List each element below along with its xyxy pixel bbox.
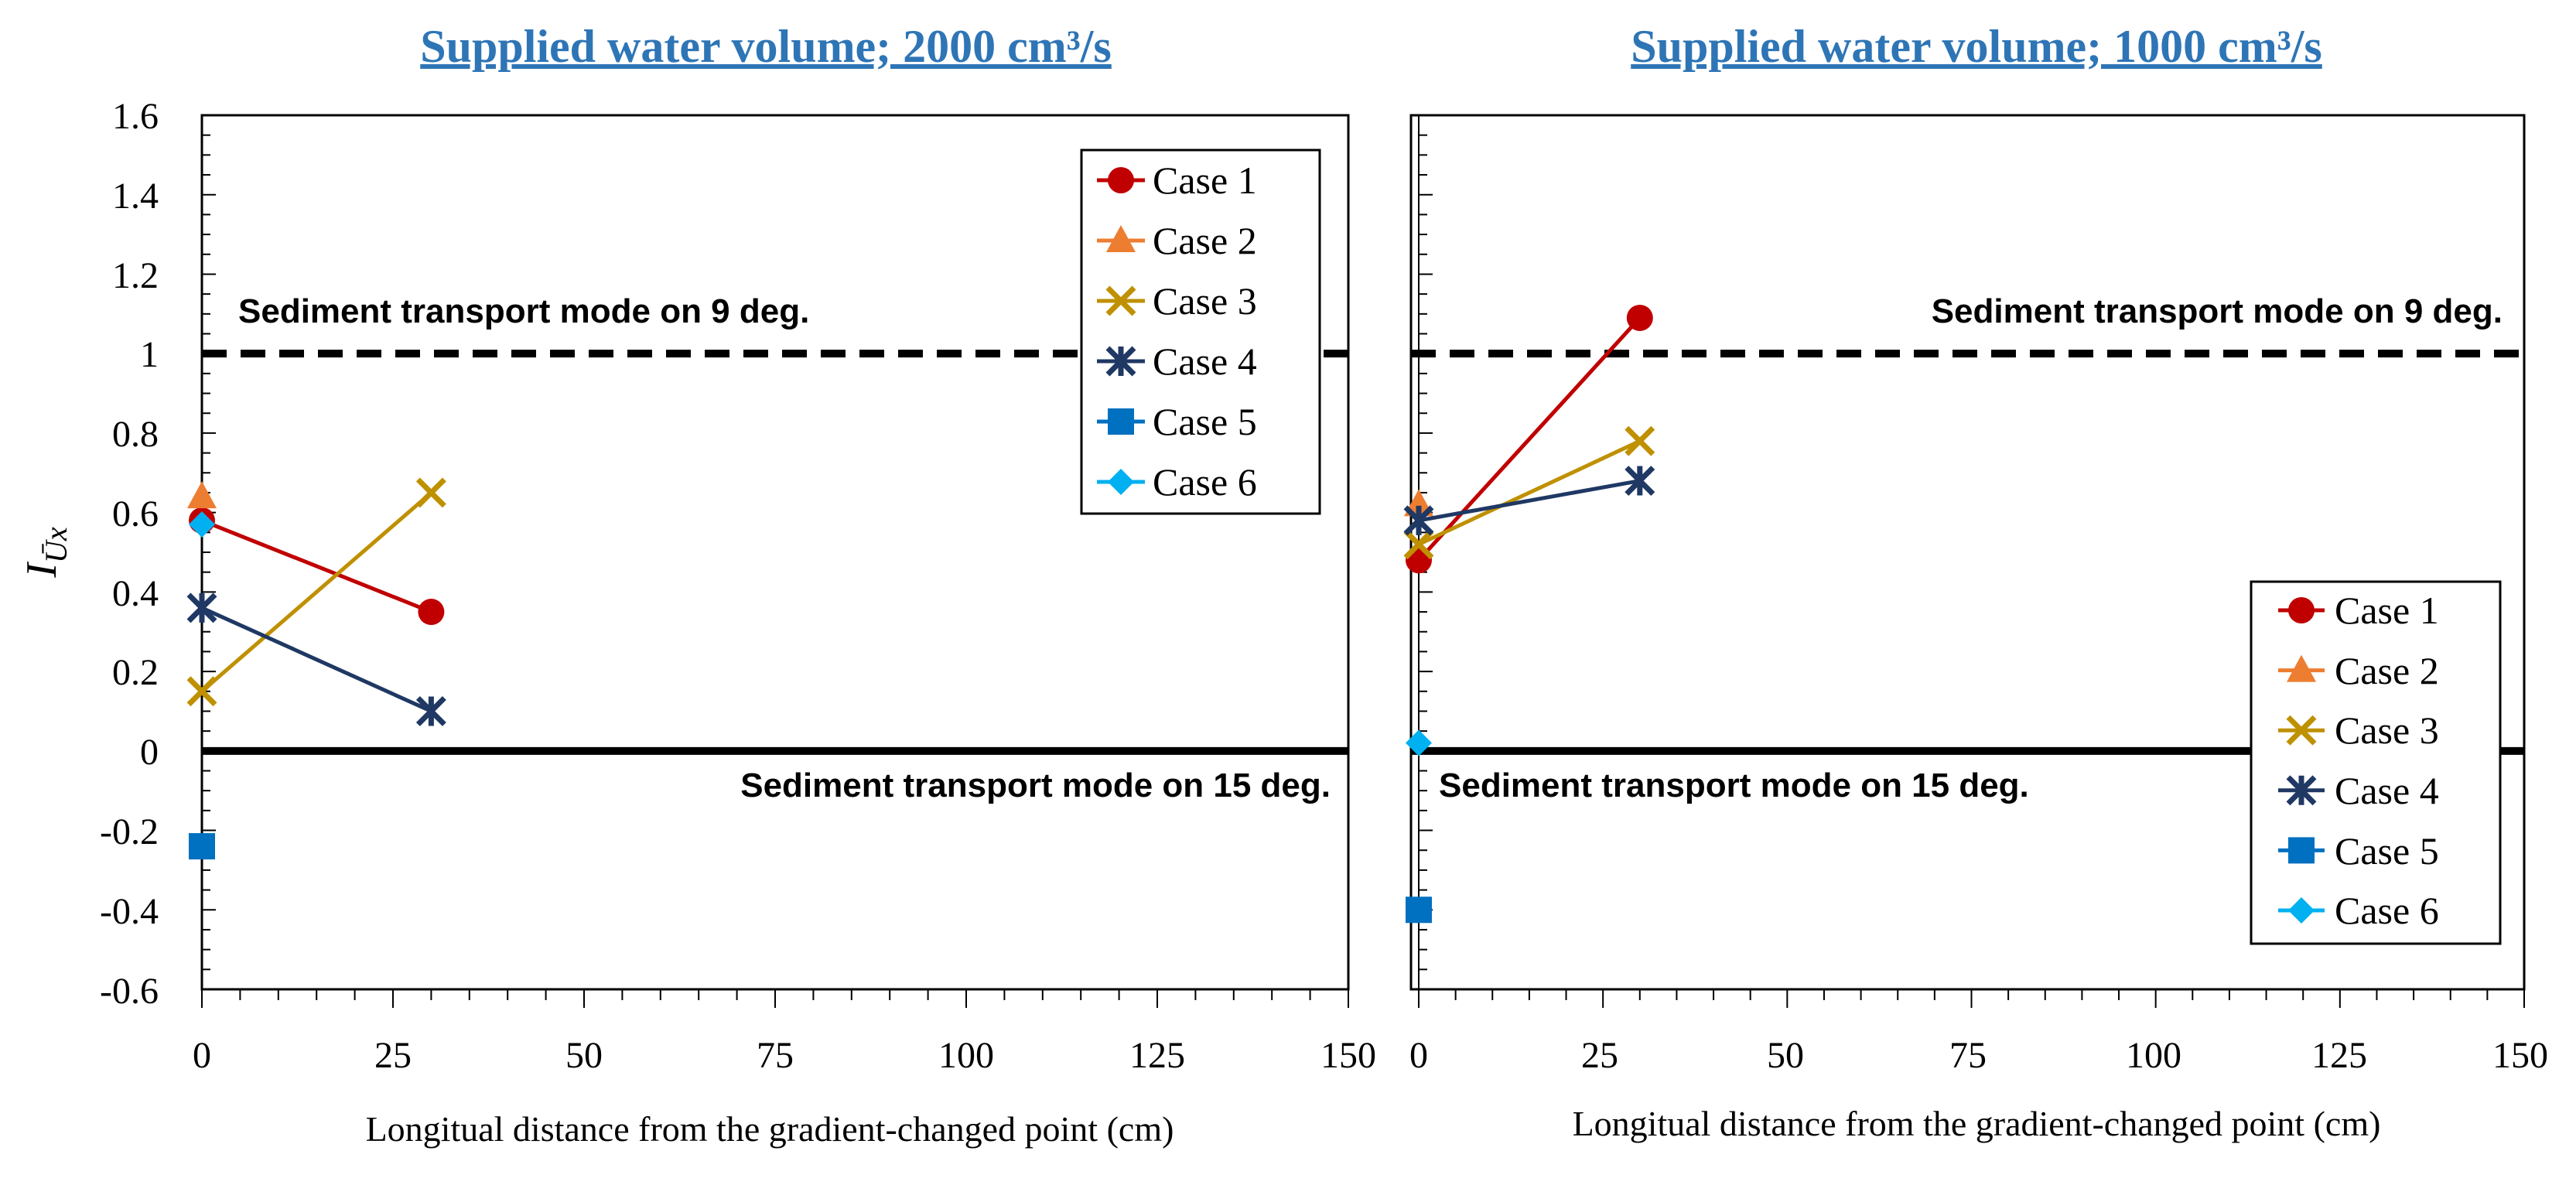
legend-marker-case1 (2288, 597, 2315, 623)
data-point-case6 (1406, 729, 1432, 756)
left-axis-ticks (201, 114, 1349, 1008)
x-tick-label: 100 (2126, 1035, 2181, 1076)
legend-marker-case5 (1108, 408, 1134, 435)
legend-marker-case6 (2288, 897, 2315, 924)
x-tick-label: 125 (2311, 1035, 2367, 1076)
data-point-case3 (415, 477, 446, 508)
x-tick-label: 75 (757, 1035, 794, 1076)
y-tick-label: 1.6 (112, 96, 159, 137)
x-tick-label: 50 (565, 1035, 603, 1076)
right-annotation-15deg: Sediment transport mode on 15 deg. (1439, 767, 2029, 804)
legend-label-case1: Case 1 (2335, 589, 2439, 632)
data-point-case4 (1625, 466, 1655, 497)
left-x-axis-label: Longitual distance from the gradient-cha… (366, 1109, 1174, 1149)
y-tick-label: -0.6 (100, 971, 159, 1012)
data-point-case3 (186, 676, 217, 707)
right-chart-title: Supplied water volume; 1000 cm³/s (1631, 21, 2322, 72)
left-y-tick-labels: 1.6 1.4 1.2 1 0.8 0.6 0.4 0.2 0 -0.2 -0.… (100, 96, 159, 1012)
legend-label-case5: Case 5 (2335, 829, 2439, 873)
data-point-case4 (186, 592, 217, 623)
right-legend-box (2250, 580, 2502, 945)
legend-label-case5: Case 5 (1153, 400, 1257, 443)
legend-marker-case3 (2286, 715, 2317, 746)
legend-marker-case2 (2287, 654, 2316, 682)
right-legend[interactable]: Case 1 Case 2 Case 3 Case 4 Case 5 Case … (2250, 580, 2502, 945)
legend-marker-case5 (2288, 837, 2315, 864)
y-tick-label: 0 (140, 732, 159, 773)
data-point-case3 (1403, 529, 1434, 560)
data-point-case5 (1406, 896, 1432, 924)
x-tick-label: 75 (1949, 1035, 1987, 1076)
data-point-case1 (418, 599, 445, 626)
right-panel: Supplied water volume; 1000 cm³/s 0 25 5… (1403, 21, 2548, 1143)
data-point-case4 (1403, 505, 1434, 536)
left-annotation-9deg: Sediment transport mode on 9 deg. (238, 292, 809, 330)
left-chart-title: Supplied water volume; 2000 cm³/s (420, 21, 1112, 72)
left-y-axis-label: IŪx (18, 527, 73, 579)
left-legend[interactable]: Case 1 Case 2 Case 3 Case 4 Case 5 Case … (1080, 149, 1321, 515)
left-data-series (186, 477, 446, 860)
right-annotation-9deg: Sediment transport mode on 9 deg. (1932, 292, 2503, 330)
legend-marker-case2 (1106, 225, 1136, 252)
left-panel: Supplied water volume; 2000 cm³/s 1.6 1.… (18, 21, 1376, 1149)
left-legend-box (1080, 149, 1321, 515)
x-tick-label: 150 (1320, 1035, 1376, 1076)
x-tick-label: 25 (1581, 1035, 1618, 1076)
y-tick-label: 0.8 (112, 414, 159, 455)
series-line-case1 (201, 518, 432, 614)
right-x-axis-label: Longitual distance from the gradient-cha… (1573, 1104, 2381, 1143)
right-legend-icons (2278, 597, 2325, 924)
legend-label-case2: Case 2 (1153, 219, 1257, 262)
legend-label-case4: Case 4 (2335, 769, 2439, 812)
y-tick-label: 1 (140, 334, 159, 375)
series-line-case1 (1417, 316, 1642, 562)
data-point-case4 (415, 695, 446, 726)
y-tick-label: 1.4 (112, 176, 159, 217)
y-tick-label: 1.2 (112, 255, 159, 296)
legend-label-case1: Case 1 (1153, 159, 1257, 202)
legend-label-case2: Case 2 (2335, 649, 2439, 692)
x-tick-label: 0 (1409, 1035, 1428, 1076)
legend-label-case6: Case 6 (1153, 460, 1257, 504)
series-line-case3 (200, 491, 433, 693)
legend-label-case6: Case 6 (2335, 889, 2439, 932)
legend-marker-case1 (1108, 167, 1134, 193)
x-tick-label: 100 (938, 1035, 994, 1076)
y-tick-label: 0.4 (112, 573, 159, 614)
series-line-case4 (1418, 479, 1641, 523)
right-x-tick-labels: 0 25 50 75 100 125 150 (1409, 1035, 2548, 1076)
data-point-case3 (1625, 425, 1655, 456)
y-tick-label: -0.2 (100, 811, 159, 852)
legend-label-case4: Case 4 (1153, 340, 1257, 383)
legend-marker-case6 (1108, 469, 1134, 495)
left-annotation-15deg: Sediment transport mode on 15 deg. (740, 767, 1331, 804)
legend-marker-case3 (1105, 285, 1136, 316)
y-tick-label: -0.4 (100, 891, 159, 932)
x-tick-label: 50 (1767, 1035, 1804, 1076)
svg-text:IŪx: IŪx (18, 527, 73, 579)
legend-label-case3: Case 3 (2335, 709, 2439, 752)
y-tick-label: 0.6 (112, 493, 159, 534)
y-tick-label: 0.2 (112, 652, 159, 693)
x-tick-label: 25 (374, 1035, 412, 1076)
legend-marker-case4 (1105, 346, 1136, 377)
series-line-case4 (200, 606, 432, 713)
legend-label-case3: Case 3 (1153, 279, 1257, 323)
x-tick-label: 0 (193, 1035, 211, 1076)
data-point-case1 (1626, 304, 1653, 331)
x-tick-label: 150 (2492, 1035, 2548, 1076)
left-legend-icons (1097, 167, 1145, 495)
right-data-series (1403, 304, 1655, 924)
left-x-tick-labels: 0 25 50 75 100 125 150 (193, 1035, 1376, 1076)
data-point-case6 (189, 511, 215, 538)
legend-marker-case4 (2286, 775, 2317, 806)
x-tick-label: 125 (1129, 1035, 1185, 1076)
series-line-case3 (1417, 439, 1641, 546)
data-point-case5 (189, 833, 215, 860)
data-point-case2 (187, 481, 217, 509)
